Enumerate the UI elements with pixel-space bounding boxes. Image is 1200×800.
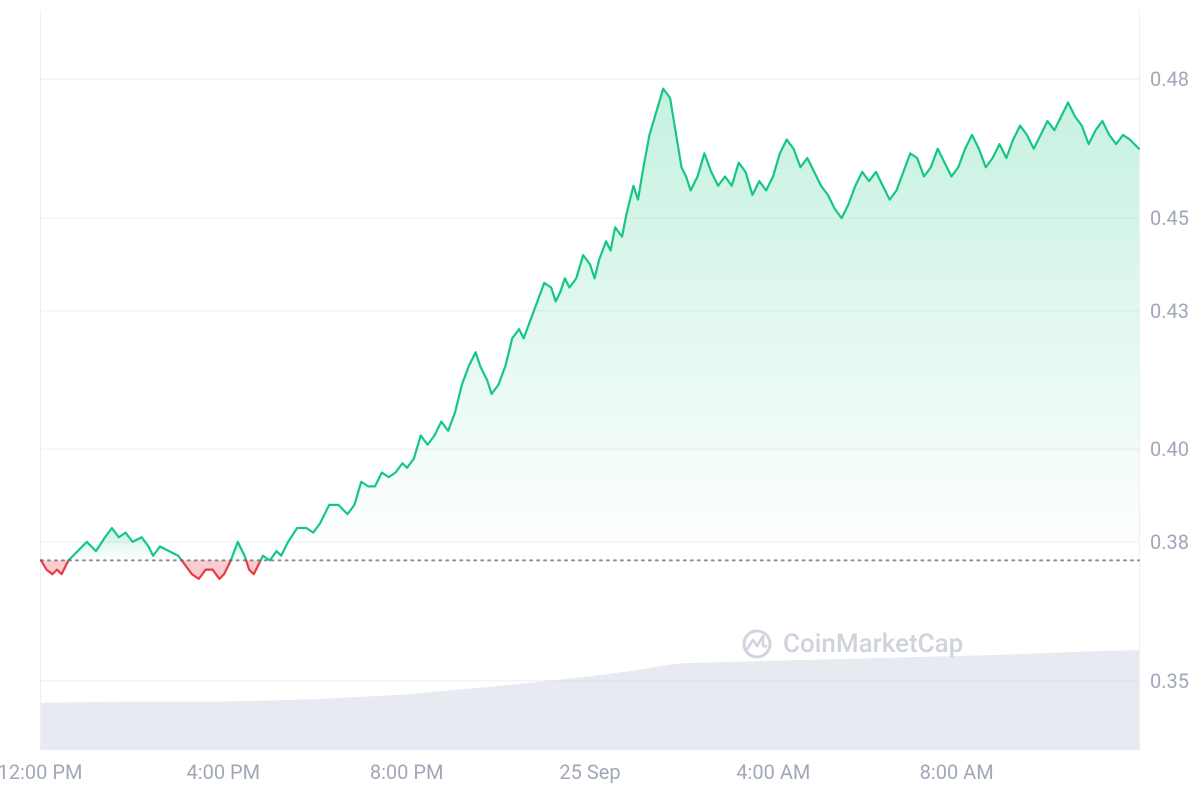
y-axis-label: 0.38 [1150, 530, 1189, 554]
x-axis-label: 25 Sep [559, 760, 620, 784]
y-axis-label: 0.40 [1150, 437, 1189, 461]
x-axis-label: 8:00 PM [370, 760, 444, 784]
y-axis-label: 0.35 [1150, 669, 1189, 693]
watermark-text: CoinMarketCap [783, 629, 963, 659]
x-axis-label: 8:00 AM [920, 760, 994, 784]
price-chart[interactable]: CoinMarketCap [40, 10, 1140, 750]
y-axis-label: 0.48 [1150, 67, 1189, 91]
watermark: CoinMarketCap [741, 628, 963, 660]
y-axis-label: 0.43 [1150, 299, 1189, 323]
x-axis-label: 4:00 PM [187, 760, 261, 784]
coinmarketcap-icon [741, 628, 773, 660]
y-axis-label: 0.45 [1150, 206, 1189, 230]
x-axis-label: 4:00 AM [736, 760, 810, 784]
x-axis-label: 12:00 PM [0, 760, 82, 784]
chart-svg [41, 10, 1139, 750]
